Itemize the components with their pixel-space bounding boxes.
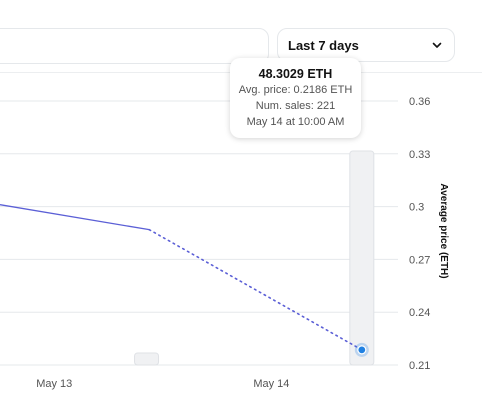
- chart-gridlines: [0, 100, 398, 366]
- y-tick-label: 0.36: [409, 96, 430, 108]
- tooltip-volume: 48.3029 ETH: [258, 67, 333, 81]
- y-tick-label: 0.27: [409, 254, 430, 266]
- price-series: [0, 204, 369, 357]
- y-tick-label: 0.33: [409, 149, 430, 161]
- price-line-dotted: [148, 228, 363, 351]
- volume-bar: [349, 150, 375, 366]
- y-tick-label: 0.24: [409, 307, 430, 319]
- y-tick-label: 0.21: [409, 360, 430, 372]
- y-axis-ticks: 0.36 0.33 0.3 0.27 0.24 0.21: [409, 96, 430, 372]
- volume-bar: [134, 352, 160, 366]
- x-tick-label: May 14: [253, 378, 289, 390]
- price-line: [0, 204, 150, 231]
- time-range-dropdown[interactable]: Last 7 days: [277, 28, 455, 62]
- time-range-label: Last 7 days: [288, 37, 359, 53]
- highlight-point: [357, 345, 367, 355]
- chart-tooltip: 48.3029 ETH Avg. price: 0.2186 ETH Num. …: [230, 58, 361, 138]
- y-axis-label: Average price (ETH): [438, 183, 449, 278]
- search-input[interactable]: [0, 28, 269, 64]
- tooltip-num-sales: Num. sales: 221: [255, 100, 336, 112]
- x-axis-ticks: May 13 May 14: [36, 378, 289, 390]
- tooltip-timestamp: May 14 at 10:00 AM: [246, 116, 345, 128]
- chevron-down-icon: [430, 38, 444, 52]
- tooltip-avg-price: Avg. price: 0.2186 ETH: [238, 84, 353, 96]
- y-tick-label: 0.3: [409, 202, 424, 214]
- volume-bars: [134, 150, 375, 366]
- x-tick-label: May 13: [36, 378, 72, 390]
